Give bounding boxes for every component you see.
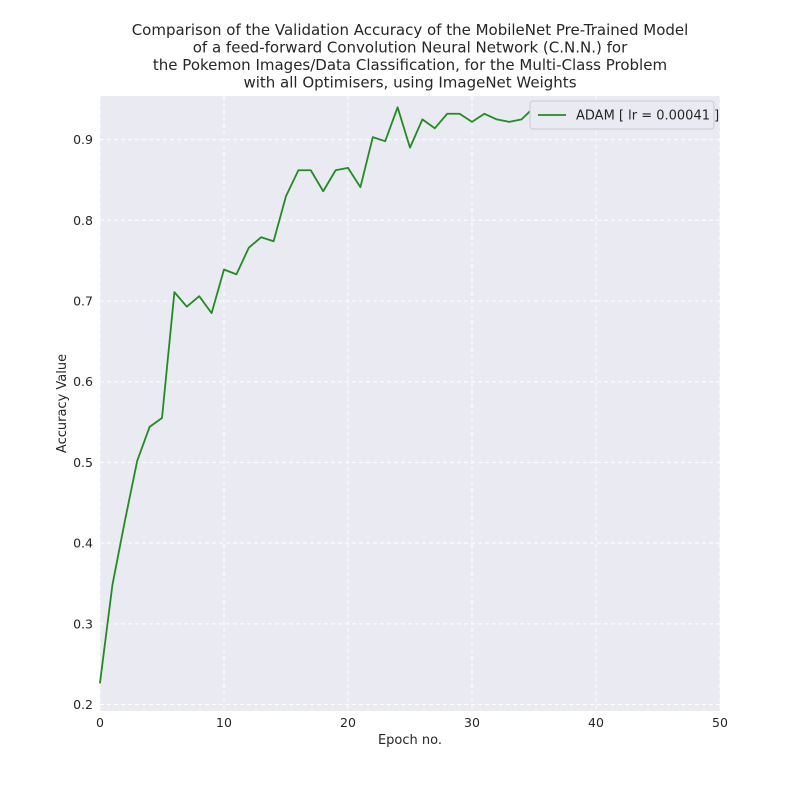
y-tick-label: 0.5 — [73, 455, 93, 470]
y-tick-label: 0.4 — [73, 536, 93, 551]
y-axis-ticks: 0.2 0.3 0.4 0.5 0.6 0.7 0.8 0.9 — [73, 132, 93, 712]
y-tick-label: 0.9 — [73, 132, 93, 147]
grid-lines — [99, 96, 721, 711]
x-tick-label: 0 — [96, 715, 104, 730]
y-tick-label: 0.2 — [73, 697, 93, 712]
y-axis-label: Accuracy Value — [55, 354, 70, 453]
title-line: Comparison of the Validation Accuracy of… — [132, 21, 689, 39]
y-tick-label: 0.8 — [73, 213, 93, 228]
legend-label: ADAM [ lr = 0.00041 ] — [576, 109, 719, 124]
title-line: the Pokemon Images/Data Classification, … — [153, 56, 667, 74]
plot-area — [100, 96, 720, 711]
x-tick-label: 50 — [712, 715, 728, 730]
chart-title: Comparison of the Validation Accuracy of… — [132, 21, 689, 92]
y-tick-label: 0.7 — [73, 294, 93, 309]
y-tick-label: 0.3 — [73, 616, 93, 631]
title-line: with all Optimisers, using ImageNet Weig… — [243, 74, 576, 92]
title-line: of a feed-forward Convolution Neural Net… — [193, 39, 628, 57]
y-tick-label: 0.6 — [73, 374, 93, 389]
legend: ADAM [ lr = 0.00041 ] — [529, 100, 719, 130]
x-axis-label: Epoch no. — [378, 733, 442, 748]
x-tick-label: 10 — [216, 715, 232, 730]
x-tick-label: 30 — [464, 715, 480, 730]
x-tick-label: 40 — [588, 715, 604, 730]
legend-box — [529, 100, 715, 130]
x-tick-label: 20 — [340, 715, 356, 730]
x-axis-ticks: 0 10 20 30 40 50 — [96, 715, 728, 730]
